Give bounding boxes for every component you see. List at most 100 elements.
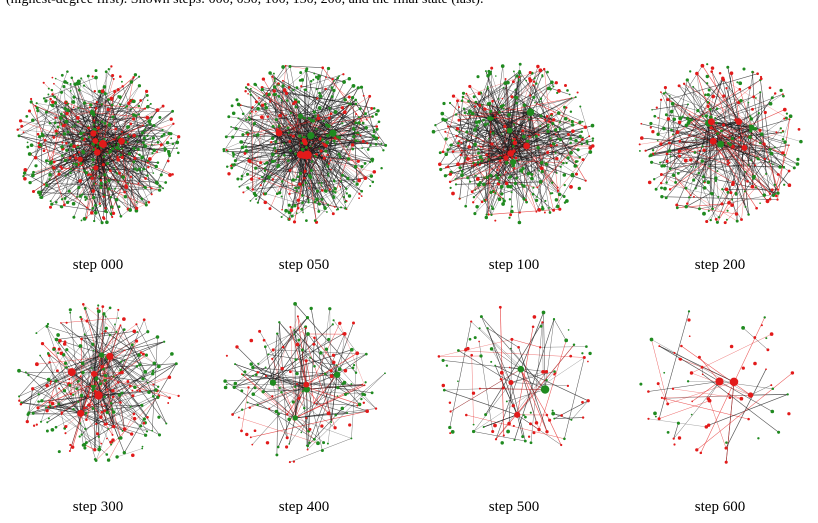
graph-edge bbox=[445, 131, 496, 194]
graph-edge bbox=[517, 344, 575, 415]
graph-edge bbox=[704, 122, 710, 182]
graph-node bbox=[499, 156, 502, 159]
network-graph bbox=[639, 310, 795, 464]
graph-node bbox=[93, 448, 97, 452]
graph-node bbox=[72, 408, 75, 411]
graph-node bbox=[741, 366, 745, 370]
graph-edge bbox=[457, 162, 507, 165]
graph-node bbox=[305, 444, 308, 447]
graph-node bbox=[240, 145, 245, 150]
graph-node bbox=[140, 131, 144, 135]
graph-node bbox=[344, 206, 347, 210]
graph-node bbox=[372, 170, 377, 174]
graph-edge bbox=[121, 141, 150, 203]
graph-node bbox=[58, 338, 62, 343]
graph-node bbox=[277, 124, 281, 128]
graph-node bbox=[539, 125, 542, 128]
graph-node bbox=[668, 167, 672, 171]
graph-node bbox=[763, 316, 766, 319]
graph-edge bbox=[678, 143, 721, 174]
graph-node bbox=[99, 181, 103, 186]
graph-edge bbox=[660, 92, 718, 223]
graph-edge bbox=[446, 70, 541, 120]
graph-node bbox=[294, 105, 298, 109]
graph-node bbox=[536, 145, 540, 150]
graph-node bbox=[251, 374, 254, 377]
graph-node bbox=[753, 361, 757, 366]
graph-node bbox=[364, 381, 367, 384]
graph-node bbox=[326, 154, 329, 156]
graph-node bbox=[360, 397, 363, 401]
graph-node bbox=[107, 98, 110, 101]
graph-node bbox=[245, 118, 248, 121]
graph-node bbox=[270, 140, 273, 144]
graph-node bbox=[31, 387, 35, 391]
graph-node bbox=[324, 347, 329, 351]
graph-node bbox=[734, 212, 739, 216]
graph-edge bbox=[559, 107, 567, 123]
graph-node bbox=[522, 103, 527, 107]
graph-node bbox=[96, 126, 100, 130]
graph-node bbox=[107, 68, 110, 71]
graph-node bbox=[232, 155, 235, 158]
graph-edge bbox=[652, 142, 670, 155]
graph-node bbox=[465, 413, 468, 417]
graph-edge bbox=[726, 88, 745, 148]
graph-node bbox=[287, 86, 291, 89]
graph-node bbox=[797, 128, 801, 131]
graph-node bbox=[264, 345, 267, 348]
graph-node bbox=[677, 149, 682, 153]
graph-node bbox=[318, 147, 321, 150]
graph-node bbox=[458, 106, 460, 109]
graph-node bbox=[115, 330, 118, 333]
graph-node bbox=[438, 151, 442, 155]
graph-hub-node bbox=[715, 377, 724, 386]
graph-node bbox=[114, 187, 117, 190]
graph-node bbox=[110, 443, 113, 446]
graph-node bbox=[528, 78, 533, 83]
graph-node bbox=[708, 165, 711, 168]
graph-edge bbox=[520, 369, 548, 432]
graph-edge bbox=[300, 103, 356, 117]
graph-node bbox=[260, 87, 264, 92]
graph-node bbox=[690, 165, 692, 168]
graph-node bbox=[552, 142, 556, 146]
graph-node bbox=[316, 441, 320, 446]
graph-node bbox=[666, 402, 670, 406]
graph-node bbox=[500, 133, 503, 135]
graph-node bbox=[726, 209, 729, 212]
graph-node bbox=[462, 107, 466, 110]
graph-node bbox=[672, 117, 677, 122]
graph-node bbox=[101, 163, 105, 167]
graph-node bbox=[473, 142, 477, 147]
graph-node bbox=[551, 192, 554, 195]
panel-step-100: step 100 bbox=[416, 58, 612, 274]
graph-node bbox=[72, 106, 75, 109]
graph-node bbox=[63, 158, 68, 163]
graph-node bbox=[522, 414, 525, 417]
graph-edge bbox=[119, 394, 125, 430]
graph-node bbox=[479, 315, 483, 319]
graph-node bbox=[68, 308, 72, 312]
graph-node bbox=[320, 424, 324, 428]
graph-node bbox=[100, 221, 104, 225]
graph-node bbox=[537, 133, 540, 136]
graph-node bbox=[82, 217, 87, 221]
graph-node bbox=[556, 186, 559, 189]
graph-node bbox=[320, 198, 324, 201]
graph-node bbox=[47, 405, 50, 408]
graph-node bbox=[63, 203, 66, 207]
graph-edge bbox=[46, 326, 108, 424]
graph-node bbox=[52, 135, 56, 139]
graph-node bbox=[539, 97, 543, 100]
graph-node bbox=[102, 217, 106, 220]
graph-node bbox=[532, 84, 535, 87]
graph-edge bbox=[135, 115, 153, 195]
graph-node bbox=[131, 453, 135, 458]
graph-node bbox=[141, 447, 144, 450]
graph-node bbox=[78, 435, 81, 438]
graph-node bbox=[480, 159, 484, 163]
graph-node bbox=[327, 337, 331, 341]
graph-node bbox=[534, 134, 538, 138]
graph-node bbox=[657, 117, 660, 119]
